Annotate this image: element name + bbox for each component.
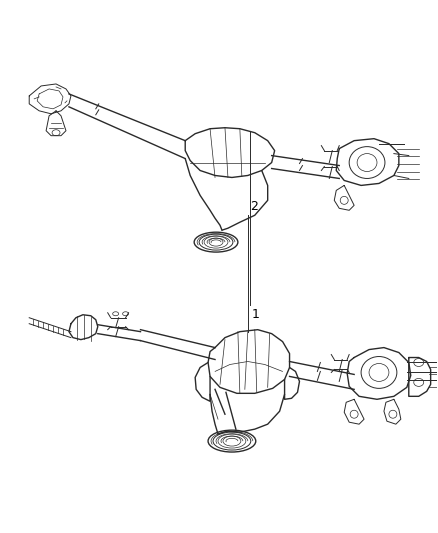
Text: 2: 2 — [250, 200, 258, 213]
Text: 1: 1 — [252, 308, 260, 321]
